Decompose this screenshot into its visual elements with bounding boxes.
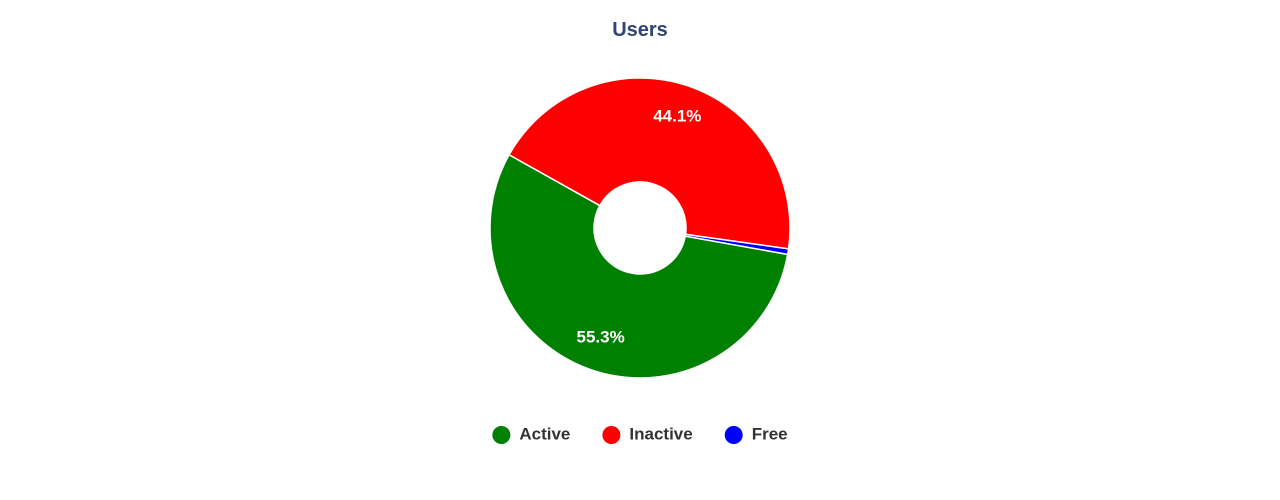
slice-labels-layer: 55.3% 44.1%	[576, 107, 701, 347]
legend-item-inactive[interactable]: Inactive	[602, 424, 693, 444]
legend-marker-inactive	[602, 426, 621, 444]
slice-label-active: 55.3%	[576, 328, 624, 347]
legend-marker-free	[724, 426, 743, 444]
slices-layer	[489, 77, 791, 379]
legend-label-inactive: Inactive	[629, 424, 692, 443]
slice-free[interactable]	[684, 233, 790, 256]
legend-marker-active	[492, 426, 511, 444]
legend-item-active[interactable]: Active	[492, 424, 570, 444]
slice-inactive[interactable]	[508, 77, 791, 250]
legend: Active Inactive Free	[492, 424, 788, 444]
legend-label-free: Free	[752, 424, 788, 443]
legend-item-free[interactable]: Free	[724, 424, 788, 444]
slice-label-inactive: 44.1%	[653, 107, 701, 126]
slice-active[interactable]	[489, 153, 789, 379]
legend-label-active: Active	[519, 424, 570, 443]
chart-title: Users	[612, 19, 668, 41]
